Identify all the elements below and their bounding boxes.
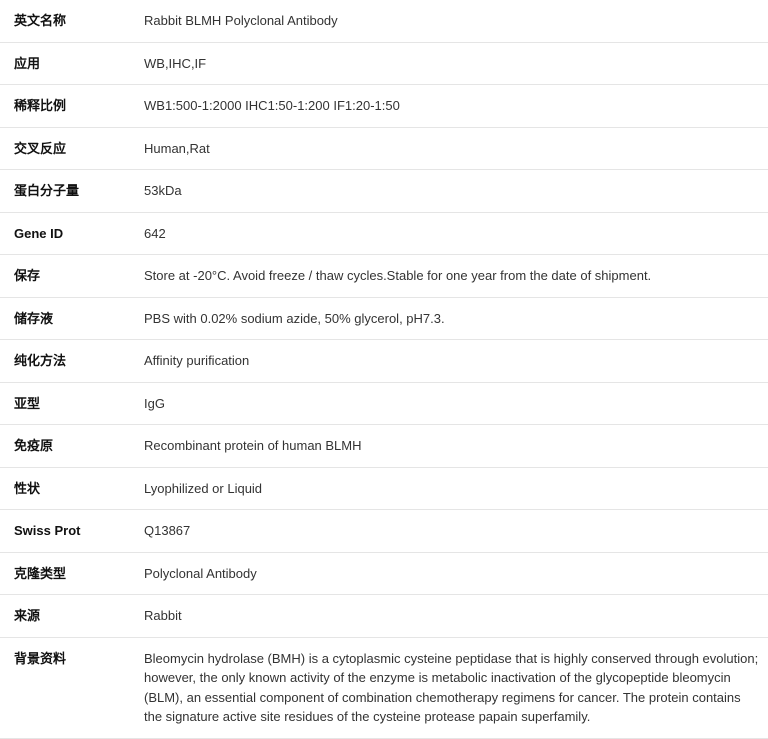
spec-value: Bleomycin hydrolase (BMH) is a cytoplasm… [130, 637, 768, 738]
spec-label: Swiss Prot [0, 510, 130, 553]
spec-label: 稀释比例 [0, 85, 130, 128]
spec-label: 免疫原 [0, 425, 130, 468]
table-row: 亚型 IgG [0, 382, 768, 425]
spec-label: 蛋白分子量 [0, 170, 130, 213]
spec-label: 保存 [0, 255, 130, 298]
spec-label: 应用 [0, 42, 130, 85]
table-row: 背景资料 Bleomycin hydrolase (BMH) is a cyto… [0, 637, 768, 738]
table-row: Gene ID 642 [0, 212, 768, 255]
spec-value: 642 [130, 212, 768, 255]
spec-value: PBS with 0.02% sodium azide, 50% glycero… [130, 297, 768, 340]
table-row: Swiss Prot Q13867 [0, 510, 768, 553]
spec-value: IgG [130, 382, 768, 425]
table-row: 克隆类型 Polyclonal Antibody [0, 552, 768, 595]
spec-value: WB1:500-1:2000 IHC1:50-1:200 IF1:20-1:50 [130, 85, 768, 128]
spec-label: 背景资料 [0, 637, 130, 738]
spec-label: 性状 [0, 467, 130, 510]
spec-table-body: 英文名称 Rabbit BLMH Polyclonal Antibody 应用 … [0, 0, 768, 738]
spec-value: Human,Rat [130, 127, 768, 170]
table-row: 保存 Store at -20°C. Avoid freeze / thaw c… [0, 255, 768, 298]
spec-value: Lyophilized or Liquid [130, 467, 768, 510]
spec-label: 来源 [0, 595, 130, 638]
spec-value: Q13867 [130, 510, 768, 553]
spec-table: 英文名称 Rabbit BLMH Polyclonal Antibody 应用 … [0, 0, 768, 739]
spec-value: Rabbit BLMH Polyclonal Antibody [130, 0, 768, 42]
spec-label: 亚型 [0, 382, 130, 425]
table-row: 应用 WB,IHC,IF [0, 42, 768, 85]
table-row: 储存液 PBS with 0.02% sodium azide, 50% gly… [0, 297, 768, 340]
spec-value: 53kDa [130, 170, 768, 213]
spec-label: 克隆类型 [0, 552, 130, 595]
table-row: 交叉反应 Human,Rat [0, 127, 768, 170]
spec-label: 纯化方法 [0, 340, 130, 383]
table-row: 来源 Rabbit [0, 595, 768, 638]
spec-label: 交叉反应 [0, 127, 130, 170]
spec-value: Recombinant protein of human BLMH [130, 425, 768, 468]
spec-value: Polyclonal Antibody [130, 552, 768, 595]
table-row: 纯化方法 Affinity purification [0, 340, 768, 383]
spec-value: WB,IHC,IF [130, 42, 768, 85]
table-row: 蛋白分子量 53kDa [0, 170, 768, 213]
spec-label: 英文名称 [0, 0, 130, 42]
spec-label: 储存液 [0, 297, 130, 340]
spec-label: Gene ID [0, 212, 130, 255]
table-row: 英文名称 Rabbit BLMH Polyclonal Antibody [0, 0, 768, 42]
spec-value: Store at -20°C. Avoid freeze / thaw cycl… [130, 255, 768, 298]
spec-value: Rabbit [130, 595, 768, 638]
table-row: 稀释比例 WB1:500-1:2000 IHC1:50-1:200 IF1:20… [0, 85, 768, 128]
spec-value: Affinity purification [130, 340, 768, 383]
table-row: 免疫原 Recombinant protein of human BLMH [0, 425, 768, 468]
table-row: 性状 Lyophilized or Liquid [0, 467, 768, 510]
